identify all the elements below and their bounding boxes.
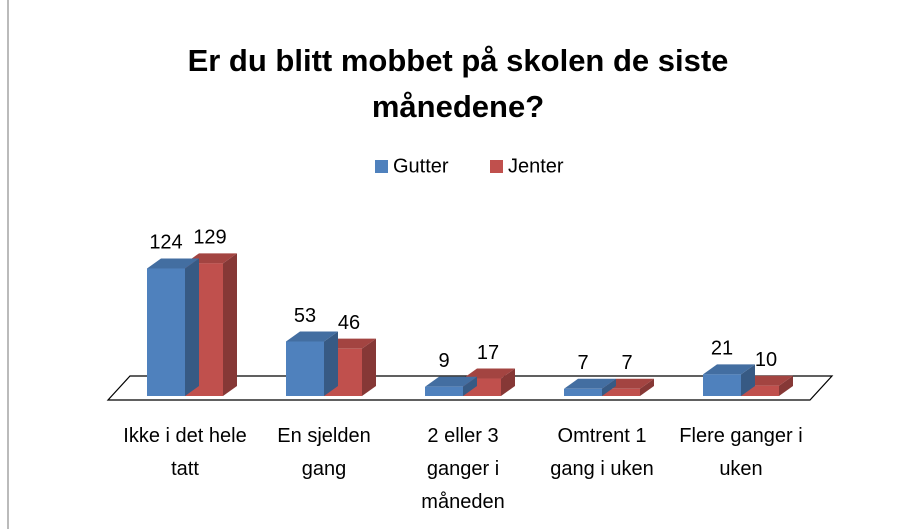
data-label: 7 bbox=[577, 352, 588, 374]
bar-top bbox=[286, 331, 338, 342]
bar-side bbox=[640, 378, 654, 396]
data-label: 124 bbox=[149, 232, 182, 254]
data-label: 7 bbox=[621, 352, 632, 374]
bar-top bbox=[463, 368, 515, 379]
legend-swatch bbox=[490, 160, 503, 173]
bar-front bbox=[741, 385, 779, 396]
data-label: 9 bbox=[438, 350, 449, 372]
bar-side bbox=[741, 364, 755, 396]
data-label: 53 bbox=[294, 305, 316, 327]
legend-label: Jenter bbox=[508, 155, 564, 177]
bar-top bbox=[425, 376, 477, 387]
x-tick-label: Flere ganger i uken bbox=[679, 425, 803, 480]
data-label: 21 bbox=[711, 338, 733, 360]
bar-top bbox=[564, 378, 616, 389]
bar-front bbox=[425, 386, 463, 396]
bar-front bbox=[286, 341, 324, 396]
bar-side bbox=[779, 375, 793, 396]
data-label: 46 bbox=[338, 312, 360, 334]
bar-side bbox=[324, 331, 338, 396]
chart-title: Er du blitt mobbet på skolen de siste må… bbox=[187, 43, 729, 124]
bar bbox=[425, 376, 477, 396]
bar-side bbox=[223, 253, 237, 396]
bar-top bbox=[147, 258, 199, 269]
bar-front bbox=[564, 388, 602, 396]
data-label: 129 bbox=[193, 227, 226, 249]
x-tick-label: Ikke i det hele tatt bbox=[123, 425, 247, 480]
data-label: 17 bbox=[477, 342, 499, 364]
data-label: 10 bbox=[755, 349, 777, 371]
bar bbox=[564, 378, 616, 396]
bar-side bbox=[501, 368, 515, 396]
bar bbox=[286, 331, 338, 396]
bar-side bbox=[602, 378, 616, 396]
x-tick-label: Omtrent 1 gang i uken bbox=[550, 425, 654, 480]
bar bbox=[703, 364, 755, 396]
bar bbox=[147, 258, 199, 396]
bar-top bbox=[703, 364, 755, 375]
x-tick-label: En sjelden gang bbox=[277, 425, 371, 480]
bar-front bbox=[703, 374, 741, 396]
legend-swatch bbox=[375, 160, 388, 173]
bar-side bbox=[463, 376, 477, 396]
bar-side bbox=[362, 338, 376, 396]
legend-label: Gutter bbox=[393, 155, 449, 177]
bar-side bbox=[185, 258, 199, 396]
x-tick-label: 2 eller 3 ganger i måneden bbox=[421, 425, 505, 513]
bar-front bbox=[602, 388, 640, 396]
bar-front bbox=[147, 268, 185, 396]
